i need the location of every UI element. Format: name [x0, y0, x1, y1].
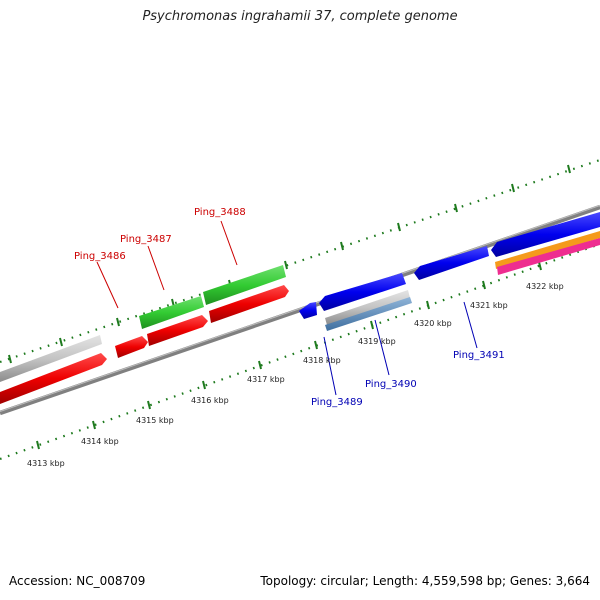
kbp-label: 4316 kbp: [191, 396, 229, 405]
gene-label-forward: Ping_3488: [194, 207, 246, 218]
gene-red-ping3487: [147, 315, 208, 346]
kbp-label: 4315 kbp: [136, 416, 174, 425]
gene-orange: [495, 231, 600, 269]
reverse-callouts: [323, 301, 478, 396]
gene-red-1: [0, 353, 107, 404]
gene-steel-ping3490: [325, 297, 412, 331]
kbp-label: 4318 kbp: [303, 356, 341, 365]
gene-label-forward: Ping_3487: [120, 234, 172, 245]
kbp-label: 4321 kbp: [470, 301, 508, 310]
kbp-label: 4314 kbp: [81, 437, 119, 446]
accession-text: Accession: NC_008709: [9, 574, 146, 588]
gene-blue-large: [491, 212, 600, 257]
gene-red-ping3488: [209, 285, 289, 323]
kbp-label: 4320 kbp: [414, 319, 452, 328]
lower-tick-track: [0, 242, 600, 461]
gene-blue-ping3491: [414, 246, 489, 280]
kbp-label: 4322 kbp: [526, 282, 564, 291]
gene-label-reverse: Ping_3491: [453, 350, 505, 361]
gene-label-forward: Ping_3486: [74, 251, 126, 262]
gene-blue-small: [299, 302, 317, 319]
gene-label-reverse: Ping_3490: [365, 379, 417, 390]
gene-pseudo-gray: [0, 335, 102, 382]
gene-red-ping3486: [115, 336, 148, 358]
kbp-label: 4317 kbp: [247, 375, 285, 384]
gene-magenta: [497, 238, 600, 275]
kbp-label: 4319 kbp: [358, 337, 396, 346]
gene-green-1: [139, 296, 204, 329]
forward-callouts: [96, 220, 238, 309]
gene-green-2: [203, 265, 286, 305]
gene-gray-ping3490: [325, 290, 410, 325]
genome-backbone: [0, 204, 600, 416]
map-title: Psychromonas ingrahamii 37, complete gen…: [142, 9, 458, 24]
gene-blue-ping3489: [319, 273, 406, 311]
kbp-label: 4313 kbp: [27, 459, 65, 468]
topology-summary: Topology: circular; Length: 4,559,598 bp…: [260, 574, 590, 588]
gene-label-reverse: Ping_3489: [311, 397, 363, 408]
major-ticks: [8, 164, 571, 450]
